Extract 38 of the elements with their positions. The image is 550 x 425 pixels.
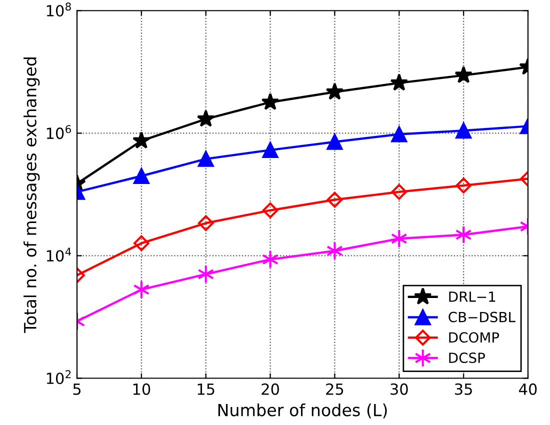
y-tick-label: 10$^{6}$: [46, 125, 71, 140]
y-tick-label: 10$^{4}$: [46, 248, 72, 262]
x-tick-label: 5: [73, 384, 81, 395]
x-tick-label: 40: [519, 383, 537, 395]
x-tick-label: 20: [262, 383, 279, 395]
point: [262, 250, 279, 269]
x-tick-label: 35: [455, 383, 472, 395]
point: [456, 178, 472, 194]
point: [133, 168, 150, 184]
point: [454, 66, 473, 84]
point: [326, 82, 344, 100]
y-tick-label: 10$^{8}$: [46, 2, 71, 17]
y-tick-label: 10$^{2}$: [46, 370, 71, 384]
x-axis-title: Number of nodes (L): [218, 403, 387, 418]
x-tick-label: 25: [326, 383, 344, 395]
y-axis-title: Total no. of messages exchanged: [24, 57, 40, 333]
point: [198, 150, 214, 167]
point: [391, 184, 408, 200]
point: [326, 134, 343, 150]
x-tick-label: 30: [390, 383, 408, 395]
point: [132, 131, 150, 149]
point: [262, 142, 278, 158]
legend-label: CB−DSBL: [448, 312, 516, 322]
legend-label: DRL−1: [449, 292, 496, 302]
point: [391, 126, 408, 142]
point: [261, 92, 280, 110]
point: [134, 235, 150, 252]
point: [326, 241, 343, 260]
point: [456, 122, 472, 139]
point: [390, 74, 408, 91]
legend-label: DCSP: [449, 352, 485, 364]
point: [262, 202, 278, 218]
point: [196, 110, 215, 127]
legend-label: DCOMP: [449, 332, 500, 343]
point: [198, 215, 214, 232]
x-tick-label: 10: [133, 383, 150, 395]
x-tick-label: 15: [198, 384, 214, 395]
point: [326, 192, 343, 208]
